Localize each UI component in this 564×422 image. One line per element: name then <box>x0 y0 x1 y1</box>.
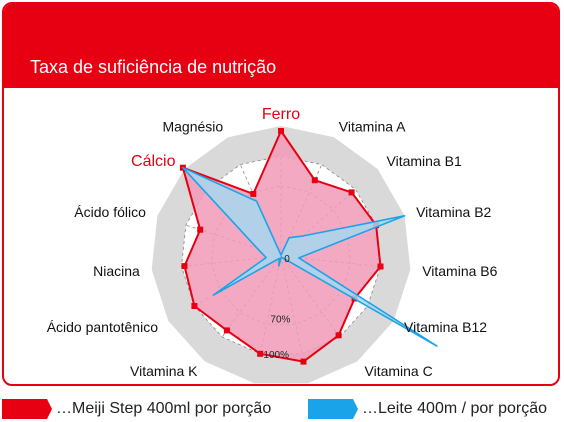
legend-label-meiji: …Meiji Step 400ml por porção <box>56 400 272 417</box>
point-meiji-13 <box>197 226 204 233</box>
series-area-meiji <box>181 130 382 363</box>
legend-item-leite: …Leite 400m / por porção <box>308 398 547 420</box>
series-area-leite <box>182 166 438 347</box>
point-meiji-12 <box>181 263 188 270</box>
ring-label-100: 100% <box>263 350 289 361</box>
point-meiji-8 <box>300 358 307 365</box>
axis-label-11: Ácido pantotênico <box>47 319 159 335</box>
point-meiji-2 <box>311 177 318 184</box>
axis-label-3: Vitamina B1 <box>387 153 462 169</box>
point-meiji-7 <box>335 332 342 339</box>
axis-label-2: Vitamina A <box>339 118 406 134</box>
chart-title: Taxa de suficiência de nutrição Dieta bá… <box>30 12 454 254</box>
axis-label-15: Magnésio <box>162 118 223 134</box>
point-meiji-10 <box>223 327 230 334</box>
title-line-1: Taxa de suficiência de nutrição <box>30 57 277 77</box>
axis-label-4: Vitamina B2 <box>416 204 491 220</box>
radar-chart: 0 70% 100% Ferro Vitamina A Vitamina B1 Vitami… <box>47 106 498 384</box>
point-meiji-15 <box>250 190 257 197</box>
axis-label-1: Ferro <box>262 106 300 123</box>
legend-label-leite: …Leite 400m / por porção <box>362 400 547 417</box>
axis-label-13: Ácido fólico <box>74 204 146 220</box>
legend-swatch-leite <box>308 399 358 419</box>
chart-frame: Taxa de suficiência de nutrição Dieta bá… <box>2 2 560 386</box>
point-meiji-9 <box>257 350 264 357</box>
ring-label-70: 70% <box>270 315 290 326</box>
legend-swatch-meiji <box>2 399 52 419</box>
axis-label-10: Vitamina K <box>130 363 198 379</box>
point-meiji-1 <box>278 128 284 134</box>
axis-label-5: Vitamina B6 <box>422 263 497 279</box>
axis-label-12: Niacina <box>93 263 140 279</box>
point-meiji-5 <box>377 263 384 270</box>
axis-label-7: Vitamina C <box>365 363 433 379</box>
ring-label-0: 0 <box>284 254 290 265</box>
point-meiji-3 <box>348 189 355 196</box>
legend-item-meiji: …Meiji Step 400ml por porção <box>2 398 271 420</box>
axis-label-6: Vitamina B12 <box>404 319 487 335</box>
ring-100 <box>181 155 381 355</box>
point-meiji-11 <box>191 303 198 309</box>
axis-label-14: Cálcio <box>131 153 176 170</box>
chart-header: Taxa de suficiência de nutrição Dieta bá… <box>4 4 558 209</box>
